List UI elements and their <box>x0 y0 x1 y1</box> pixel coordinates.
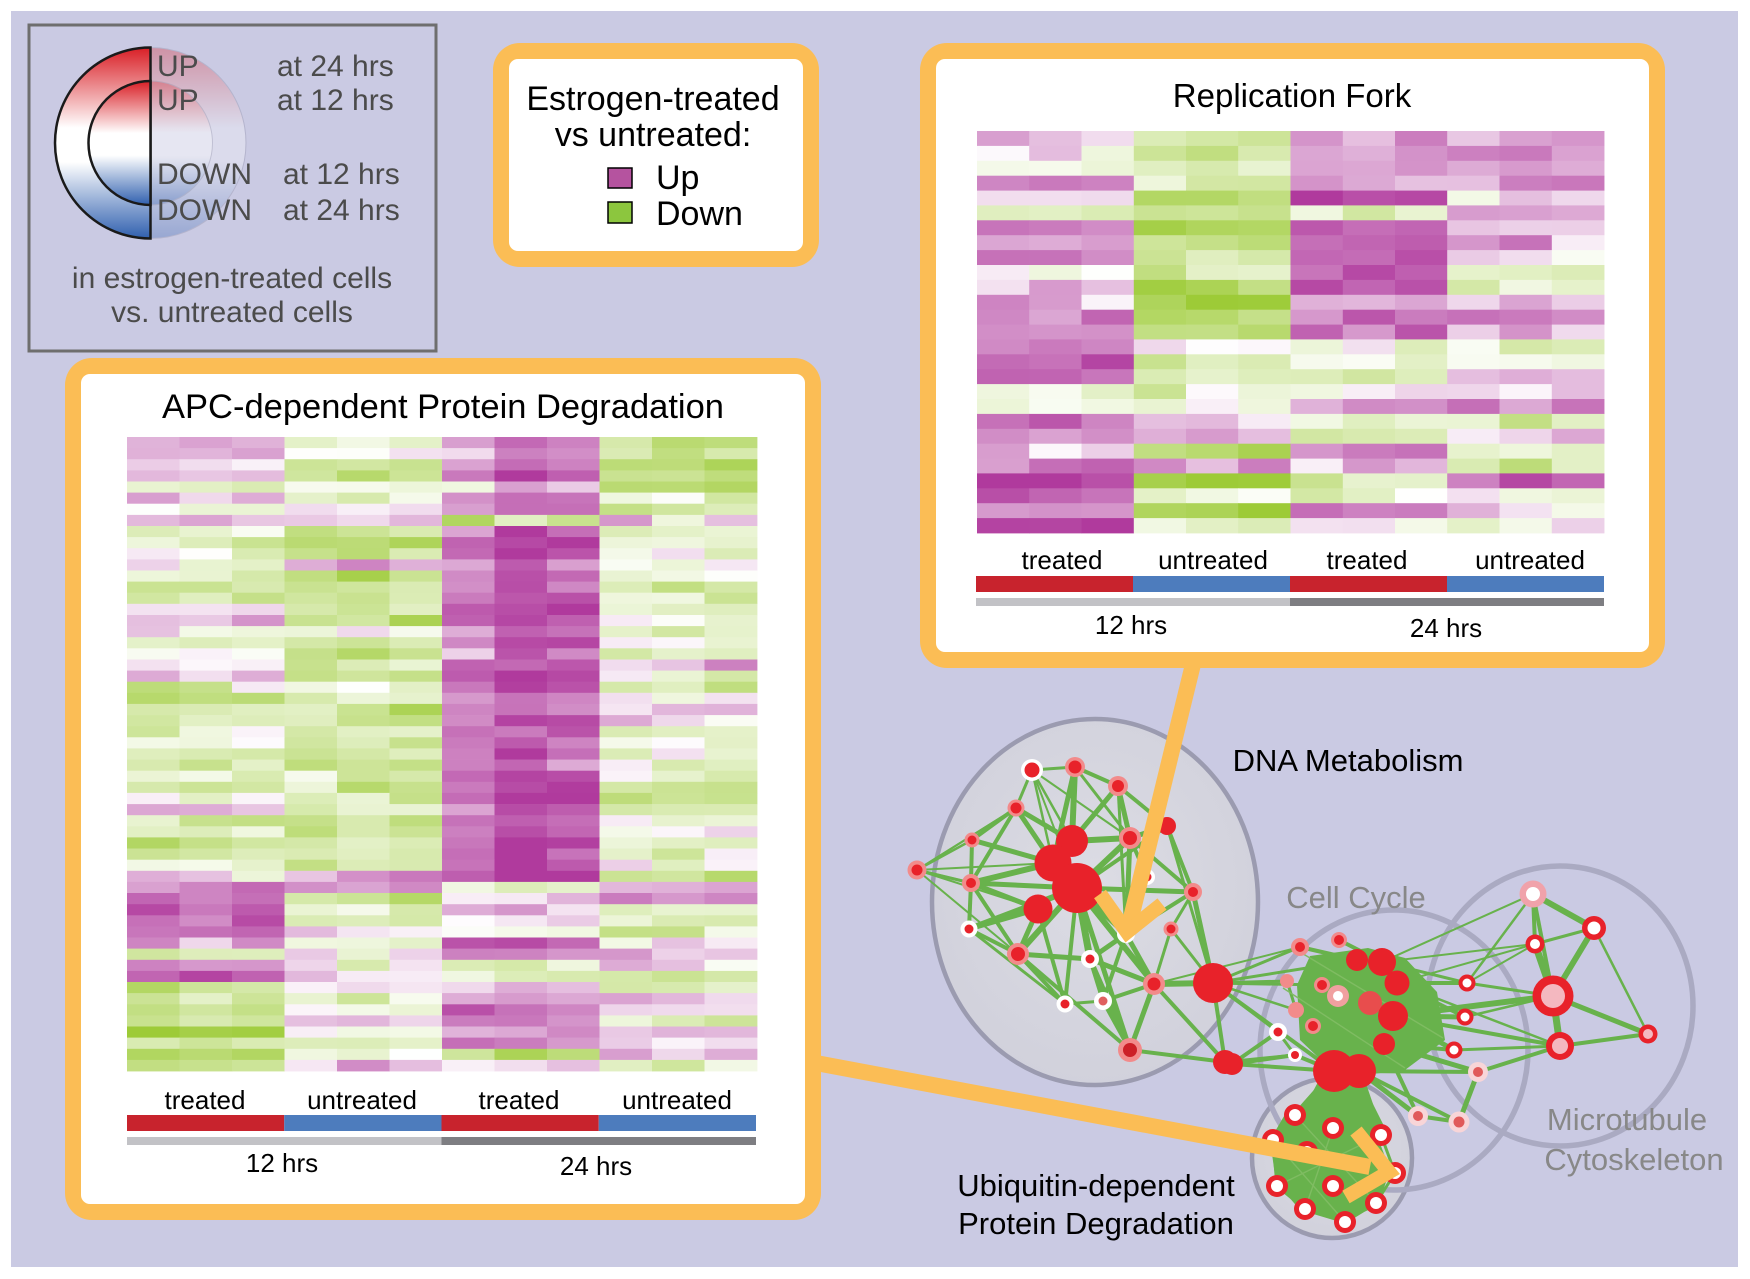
svg-text:UP: UP <box>157 50 199 83</box>
svg-text:untreated: untreated <box>1475 545 1585 575</box>
svg-text:DNA Metabolism: DNA Metabolism <box>1233 743 1464 778</box>
svg-text:Down: Down <box>656 195 743 233</box>
svg-text:treated: treated <box>479 1085 560 1115</box>
svg-text:Up: Up <box>656 159 699 197</box>
svg-text:at 12 hrs: at 12 hrs <box>283 158 400 191</box>
svg-text:vs. untreated cells: vs. untreated cells <box>111 296 353 329</box>
svg-text:at 24 hrs: at 24 hrs <box>277 50 394 83</box>
svg-text:untreated: untreated <box>1158 545 1268 575</box>
svg-text:treated: treated <box>165 1085 246 1115</box>
svg-text:treated: treated <box>1022 545 1103 575</box>
svg-text:24 hrs: 24 hrs <box>1410 613 1482 643</box>
svg-text:untreated: untreated <box>622 1085 732 1115</box>
svg-text:DOWN: DOWN <box>157 194 252 227</box>
svg-text:DOWN: DOWN <box>157 158 252 191</box>
svg-text:12 hrs: 12 hrs <box>1095 610 1167 640</box>
svg-text:Ubiquitin-dependent: Ubiquitin-dependent <box>957 1168 1235 1203</box>
svg-text:Replication Fork: Replication Fork <box>1173 77 1412 114</box>
svg-text:Protein Degradation: Protein Degradation <box>958 1206 1234 1241</box>
svg-text:UP: UP <box>157 84 199 117</box>
svg-text:APC-dependent Protein Degradat: APC-dependent Protein Degradation <box>162 388 724 426</box>
svg-text:in estrogen-treated cells: in estrogen-treated cells <box>72 262 392 295</box>
svg-text:vs untreated:: vs untreated: <box>555 116 752 154</box>
svg-text:24 hrs: 24 hrs <box>560 1151 632 1181</box>
svg-text:at 24 hrs: at 24 hrs <box>283 194 400 227</box>
svg-text:Estrogen-treated: Estrogen-treated <box>526 80 779 118</box>
svg-text:Cytoskeleton: Cytoskeleton <box>1544 1142 1723 1177</box>
svg-text:Cell Cycle: Cell Cycle <box>1286 880 1426 915</box>
svg-text:12 hrs: 12 hrs <box>246 1148 318 1178</box>
svg-text:untreated: untreated <box>307 1085 417 1115</box>
svg-text:Microtubule: Microtubule <box>1547 1102 1707 1137</box>
svg-text:treated: treated <box>1327 545 1408 575</box>
svg-text:at 12 hrs: at 12 hrs <box>277 84 394 117</box>
